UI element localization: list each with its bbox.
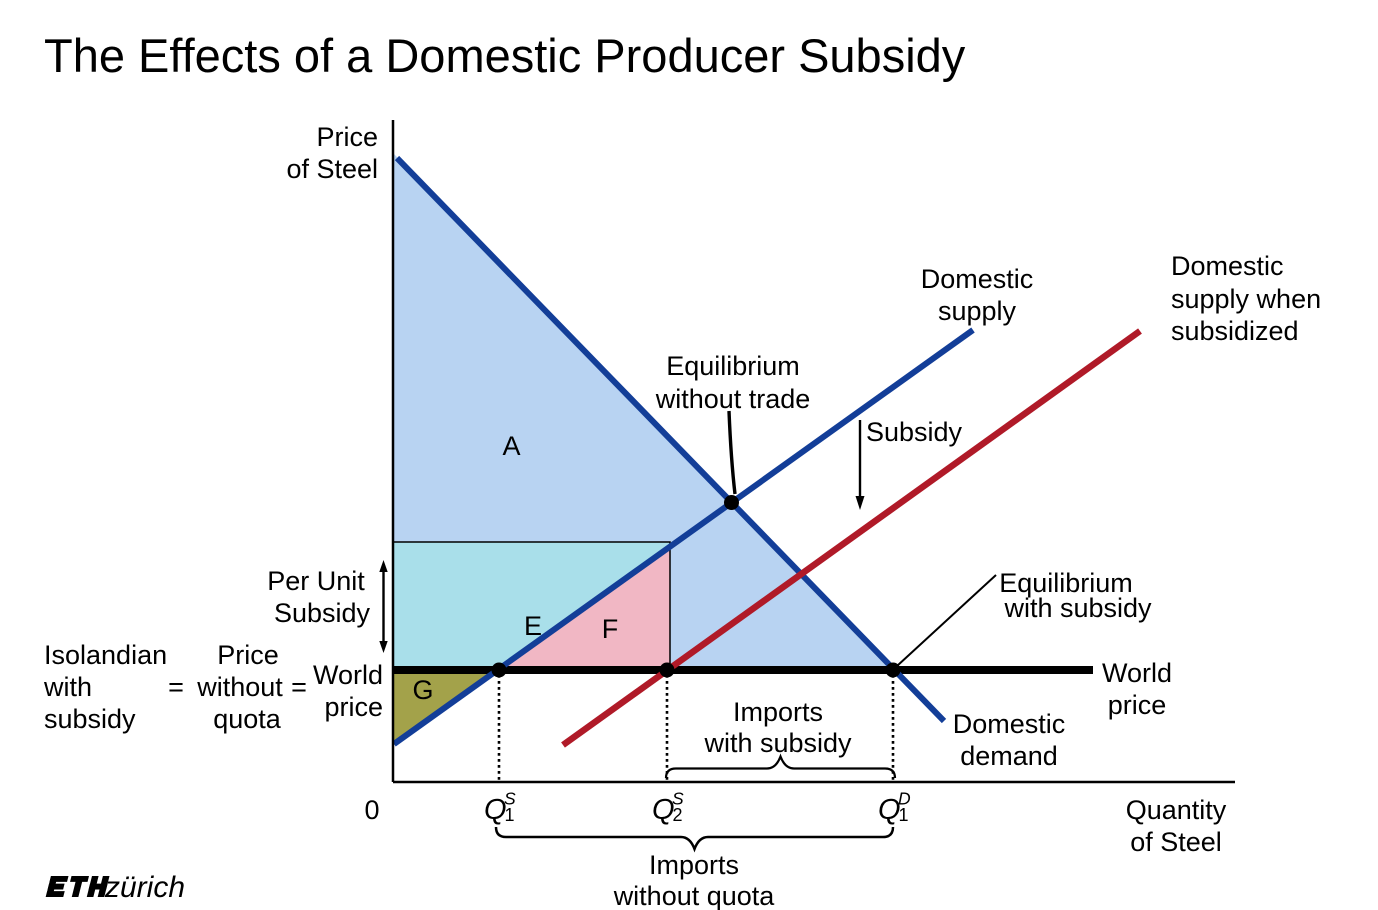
svg-text:Domestic: Domestic <box>1171 251 1284 281</box>
svg-text:supply when: supply when <box>1171 284 1321 314</box>
svg-text:Imports: Imports <box>733 697 823 727</box>
svg-text:=: = <box>291 672 307 702</box>
svg-text:subsidy: subsidy <box>44 704 136 734</box>
svg-text:Imports: Imports <box>649 850 739 880</box>
svg-text:Price: Price <box>217 640 279 670</box>
svg-text:1: 1 <box>505 805 515 825</box>
svg-text:Q: Q <box>878 794 901 826</box>
svg-text:zürich: zürich <box>104 871 185 904</box>
svg-text:Isolandian: Isolandian <box>44 640 167 670</box>
svg-text:with: with <box>43 672 92 702</box>
svg-text:1: 1 <box>899 805 909 825</box>
svg-text:without trade: without trade <box>655 384 811 414</box>
svg-text:of Steel: of Steel <box>286 154 378 184</box>
svg-text:Quantity: Quantity <box>1126 795 1227 825</box>
svg-text:0: 0 <box>364 795 379 825</box>
svg-text:=: = <box>168 672 184 702</box>
svg-text:Subsidy: Subsidy <box>866 417 963 447</box>
svg-text:Q: Q <box>484 794 507 826</box>
svg-text:price: price <box>1108 690 1167 720</box>
svg-text:price: price <box>324 692 383 722</box>
svg-text:G: G <box>412 675 433 705</box>
svg-text:Q: Q <box>652 794 675 826</box>
svg-text:with subsidy: with subsidy <box>703 728 852 758</box>
svg-text:2: 2 <box>673 805 683 825</box>
svg-text:of Steel: of Steel <box>1130 827 1222 857</box>
svg-text:D: D <box>898 789 911 809</box>
svg-text:demand: demand <box>960 741 1058 771</box>
svg-text:subsidized: subsidized <box>1171 316 1299 346</box>
svg-text:supply: supply <box>938 296 1017 326</box>
svg-text:Subsidy: Subsidy <box>274 598 371 628</box>
svg-text:with subsidy: with subsidy <box>1003 593 1152 623</box>
svg-text:S: S <box>504 789 516 809</box>
svg-text:quota: quota <box>213 704 282 734</box>
svg-text:World: World <box>313 660 383 690</box>
svg-text:A: A <box>502 431 520 461</box>
svg-text:S: S <box>672 789 684 809</box>
svg-text:Per Unit: Per Unit <box>267 566 365 596</box>
svg-text:Equilibrium: Equilibrium <box>666 351 800 381</box>
svg-text:E: E <box>524 611 542 641</box>
svg-text:Equilibrium: Equilibrium <box>999 568 1133 598</box>
svg-text:F: F <box>602 614 619 644</box>
svg-text:Domestic: Domestic <box>953 709 1066 739</box>
svg-text:without: without <box>196 672 283 702</box>
svg-text:Domestic: Domestic <box>921 264 1034 294</box>
svg-text:without quota: without quota <box>613 881 776 910</box>
svg-text:World: World <box>1102 658 1172 688</box>
svg-text:The Effects of a Domestic Prod: The Effects of a Domestic Producer Subsi… <box>44 29 966 82</box>
svg-text:Price: Price <box>316 122 378 152</box>
